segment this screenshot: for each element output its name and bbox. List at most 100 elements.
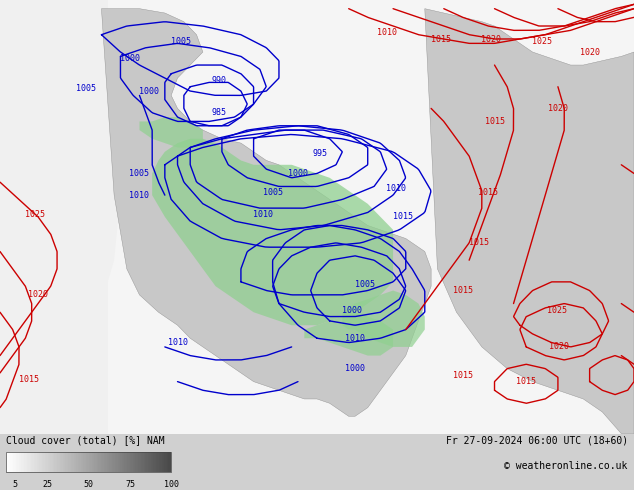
Bar — [129, 452, 130, 472]
Bar — [61, 452, 63, 472]
Bar — [76, 452, 78, 472]
Bar — [105, 452, 107, 472]
Text: 1015: 1015 — [392, 212, 413, 221]
Text: 1010: 1010 — [377, 28, 397, 37]
Text: 1000: 1000 — [345, 364, 365, 373]
Bar — [48, 452, 49, 472]
Bar — [8, 452, 9, 472]
Bar — [136, 452, 137, 472]
Polygon shape — [304, 312, 393, 356]
Text: 1020: 1020 — [549, 343, 569, 351]
Bar — [64, 452, 65, 472]
Text: 1015: 1015 — [469, 238, 489, 247]
Bar — [144, 452, 145, 472]
Text: 25: 25 — [42, 480, 53, 489]
Bar — [85, 452, 86, 472]
Bar — [162, 452, 163, 472]
Bar — [156, 452, 157, 472]
Text: 1010: 1010 — [253, 210, 273, 219]
Bar — [139, 452, 141, 472]
Bar — [55, 452, 56, 472]
Bar — [118, 452, 119, 472]
Bar — [142, 452, 144, 472]
Bar — [97, 452, 98, 472]
Bar — [70, 452, 71, 472]
Text: 1005: 1005 — [129, 169, 150, 178]
Bar — [149, 452, 151, 472]
Bar — [81, 452, 82, 472]
Text: 1005: 1005 — [171, 37, 191, 46]
Text: 1015: 1015 — [478, 189, 498, 197]
Text: 1015: 1015 — [516, 377, 536, 386]
Bar — [167, 452, 169, 472]
Bar — [104, 452, 105, 472]
Text: © weatheronline.co.uk: © weatheronline.co.uk — [504, 461, 628, 471]
Text: 1015: 1015 — [453, 370, 473, 380]
Bar — [31, 452, 32, 472]
Text: 50: 50 — [84, 480, 94, 489]
Text: 1020: 1020 — [548, 104, 568, 113]
Bar — [78, 452, 79, 472]
Bar — [141, 452, 142, 472]
Text: 1015: 1015 — [453, 286, 473, 295]
Bar — [29, 452, 30, 472]
Bar — [50, 452, 52, 472]
Bar — [126, 452, 127, 472]
Text: 995: 995 — [313, 149, 328, 158]
Text: 1025: 1025 — [532, 37, 552, 46]
Bar — [131, 452, 133, 472]
Bar — [82, 452, 83, 472]
Bar — [113, 452, 115, 472]
Bar — [72, 452, 74, 472]
Text: 1015: 1015 — [18, 375, 39, 384]
Bar — [155, 452, 156, 472]
Bar — [67, 452, 68, 472]
Bar — [110, 452, 111, 472]
Text: 1000: 1000 — [288, 169, 308, 178]
Bar — [24, 452, 25, 472]
Bar — [58, 452, 60, 472]
Bar — [123, 452, 124, 472]
Bar — [42, 452, 43, 472]
Bar — [27, 452, 29, 472]
Polygon shape — [342, 291, 425, 347]
Bar — [87, 452, 89, 472]
Bar — [138, 452, 139, 472]
Bar — [116, 452, 118, 472]
Bar — [6, 452, 171, 472]
Polygon shape — [139, 117, 203, 147]
Bar — [146, 452, 148, 472]
Bar — [9, 452, 10, 472]
Bar — [151, 452, 152, 472]
Bar — [56, 452, 57, 472]
Bar — [101, 452, 103, 472]
Bar — [107, 452, 108, 472]
Bar — [96, 452, 97, 472]
Bar — [145, 452, 146, 472]
Bar — [0, 0, 108, 434]
Bar — [111, 452, 112, 472]
Bar — [86, 452, 87, 472]
Text: 1020: 1020 — [28, 291, 48, 299]
Text: 100: 100 — [164, 480, 179, 489]
Bar — [115, 452, 116, 472]
Polygon shape — [101, 9, 431, 416]
Bar — [13, 452, 15, 472]
Bar — [124, 452, 126, 472]
Bar — [52, 452, 53, 472]
Bar — [37, 452, 38, 472]
Bar — [15, 452, 16, 472]
Bar — [49, 452, 50, 472]
Bar — [158, 452, 160, 472]
Text: 1015: 1015 — [430, 34, 451, 44]
Bar — [57, 452, 58, 472]
Bar — [45, 452, 46, 472]
Bar — [108, 452, 110, 472]
Bar — [6, 452, 8, 472]
Bar — [83, 452, 85, 472]
Bar — [32, 452, 34, 472]
Text: 1010: 1010 — [167, 338, 188, 347]
Bar — [53, 452, 55, 472]
Text: 1010: 1010 — [345, 334, 365, 343]
Text: 1005: 1005 — [354, 279, 375, 289]
